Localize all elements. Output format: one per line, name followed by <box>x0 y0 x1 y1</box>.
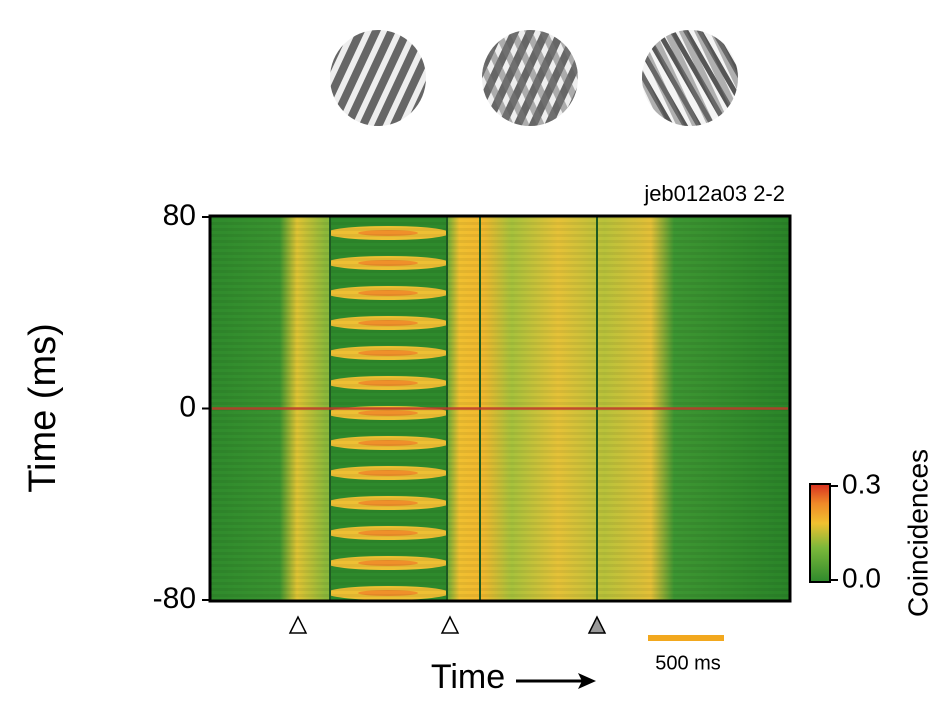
grating <box>330 30 426 126</box>
onset-marker <box>587 615 607 634</box>
onset-marker <box>440 615 460 634</box>
y-axis-label: Time (ms) <box>22 323 64 493</box>
y-tick-label: -80 <box>153 582 196 615</box>
scale-bar-label: 500 ms <box>655 652 721 674</box>
colorbar <box>809 483 831 583</box>
plaid-overlay <box>482 30 578 126</box>
onset-marker <box>288 615 308 634</box>
colorbar-title: Coincidences <box>902 449 933 617</box>
stimulus-icons <box>330 30 738 126</box>
plaid-overlay <box>642 30 738 126</box>
x-arrow <box>516 673 596 689</box>
stimulus-markers <box>288 615 607 634</box>
colorbar-tick-label: 0.0 <box>842 562 881 593</box>
unit-label: jeb012a03 2-2 <box>643 181 785 206</box>
x-axis-label: Time <box>431 658 505 696</box>
arrow-head <box>578 673 596 689</box>
y-tick-label: 80 <box>163 199 196 232</box>
y-tick-label: 0 <box>179 390 196 423</box>
colorbar-tick-label: 0.3 <box>842 468 881 499</box>
